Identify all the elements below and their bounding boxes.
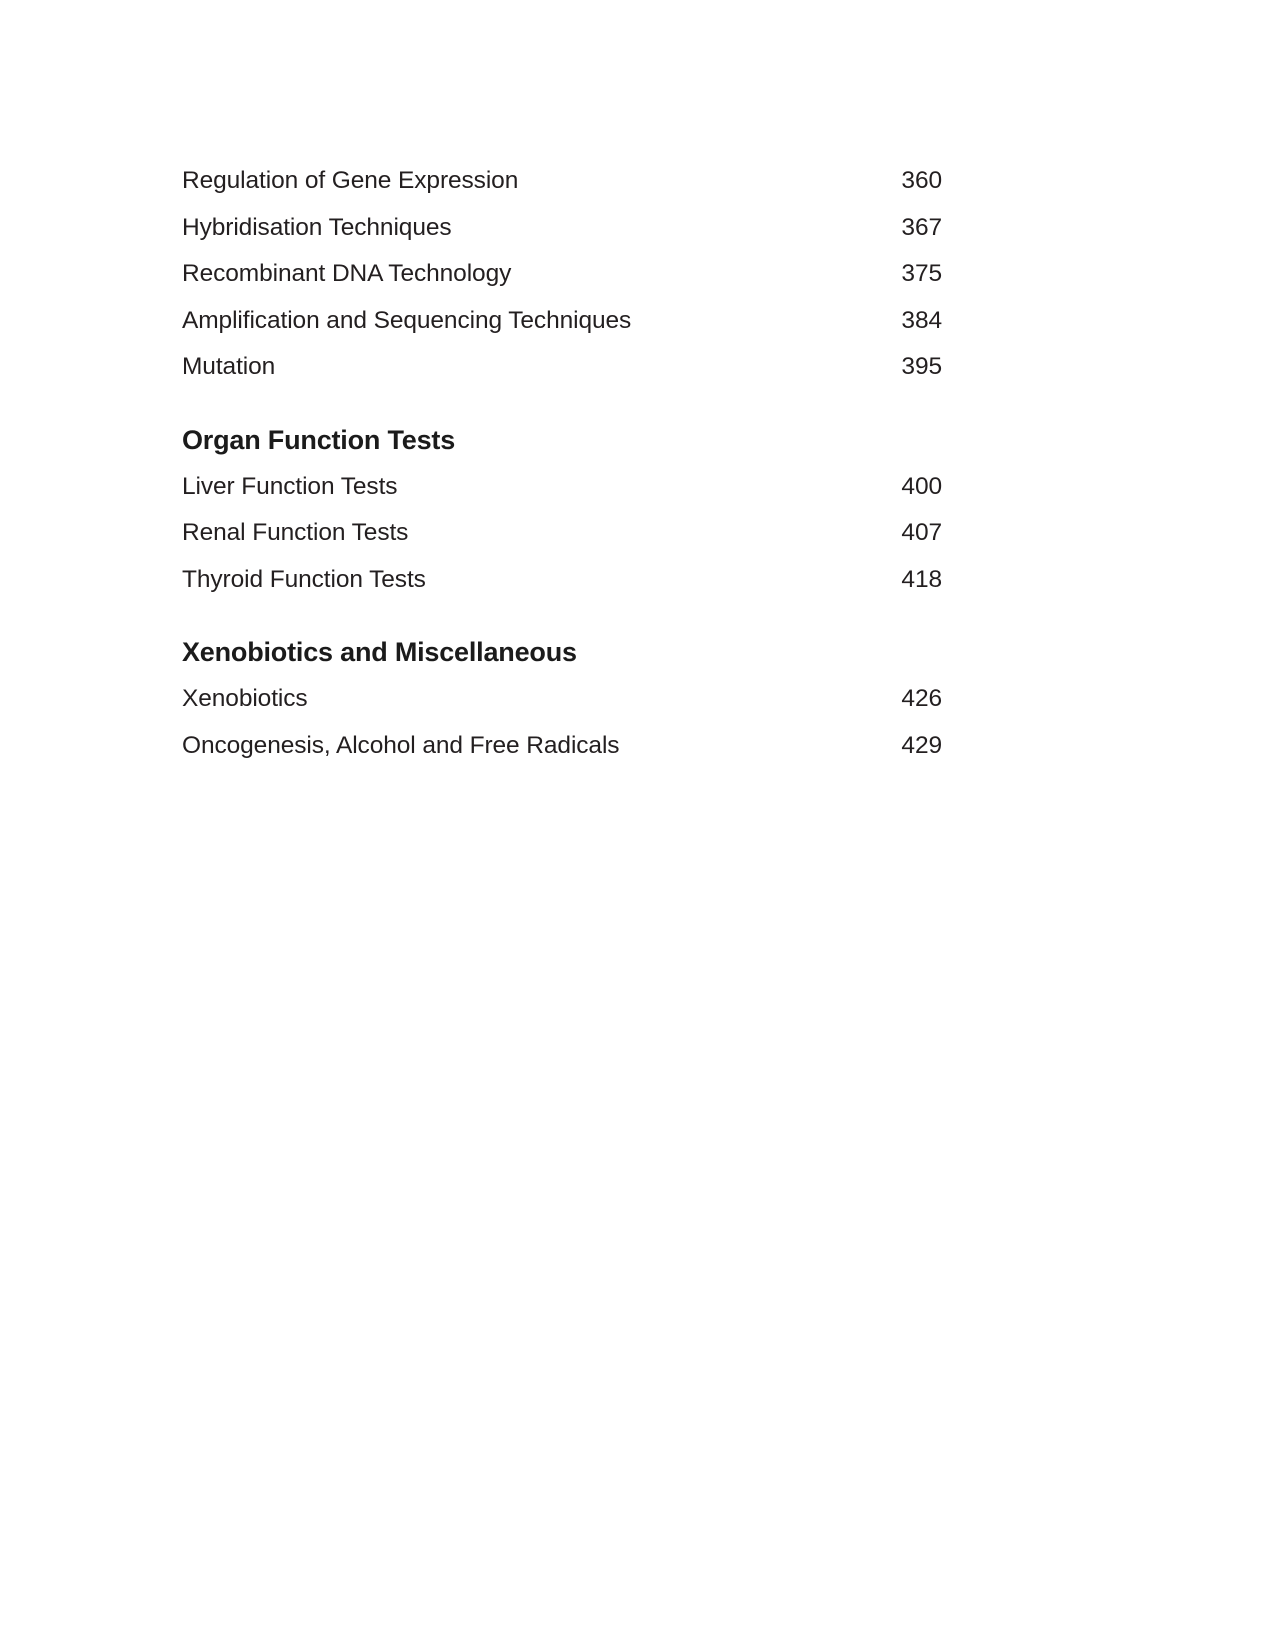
section-spacer (182, 603, 942, 629)
table-of-contents: Regulation of Gene Expression 360 Hybridis… (182, 158, 942, 769)
toc-entry-page-number: 429 (901, 731, 942, 759)
toc-entry-page-number: 426 (901, 684, 942, 712)
toc-section: Regulation of Gene Expression 360 Hybridis… (182, 158, 942, 391)
toc-entry-page-number: 407 (901, 519, 942, 547)
toc-entry[interactable]: Recombinant DNA Technology 375 (182, 251, 942, 298)
toc-entry[interactable]: Amplification and Sequencing Techniques 3… (182, 298, 942, 345)
toc-entry[interactable]: Hybridisation Techniques 367 (182, 205, 942, 252)
toc-entry[interactable]: Thyroid Function Tests 418 (182, 557, 942, 604)
toc-entry-title: Oncogenesis, Alcohol and Free Radicals (182, 731, 620, 759)
section-heading: Organ Function Tests (182, 424, 456, 455)
toc-section: Xenobiotics and Miscellaneous Xenobiotics… (182, 603, 942, 769)
toc-entry-title: Amplification and Sequencing Techniques (182, 306, 632, 334)
toc-entry-title: Renal Function Tests (182, 519, 409, 547)
toc-entry-title: Regulation of Gene Expression (182, 167, 519, 194)
toc-entry[interactable]: Renal Function Tests 407 (182, 510, 942, 557)
toc-section: Organ Function Tests Liver Function Tests… (182, 391, 942, 603)
toc-entry-page-number: 375 (901, 260, 942, 288)
toc-entry-title: Liver Function Tests (182, 472, 398, 500)
toc-entry-title: Recombinant DNA Technology (182, 260, 512, 288)
section-spacer (182, 391, 942, 417)
toc-entry[interactable]: Xenobiotics 426 (182, 676, 942, 723)
toc-entry-page-number: 395 (901, 353, 942, 381)
toc-entry[interactable]: Regulation of Gene Expression 360 (182, 158, 942, 205)
toc-entry-title: Hybridisation Techniques (182, 213, 452, 241)
toc-entry-page-number: 418 (901, 565, 942, 593)
toc-entry-title: Mutation (182, 353, 276, 381)
toc-entry-title: Thyroid Function Tests (182, 565, 426, 593)
toc-entry-page-number: 384 (901, 306, 942, 334)
toc-entry-page-number: 400 (901, 472, 942, 500)
section-heading: Xenobiotics and Miscellaneous (182, 637, 577, 668)
toc-entry-title: Xenobiotics (182, 684, 308, 712)
toc-entry[interactable]: Liver Function Tests 400 (182, 464, 942, 511)
toc-entry[interactable]: Oncogenesis, Alcohol and Free Radicals 42… (182, 723, 942, 770)
toc-entry-page-number: 367 (901, 213, 942, 241)
toc-entry[interactable]: Mutation 395 (182, 344, 942, 391)
toc-entry-page-number: 360 (901, 167, 942, 194)
